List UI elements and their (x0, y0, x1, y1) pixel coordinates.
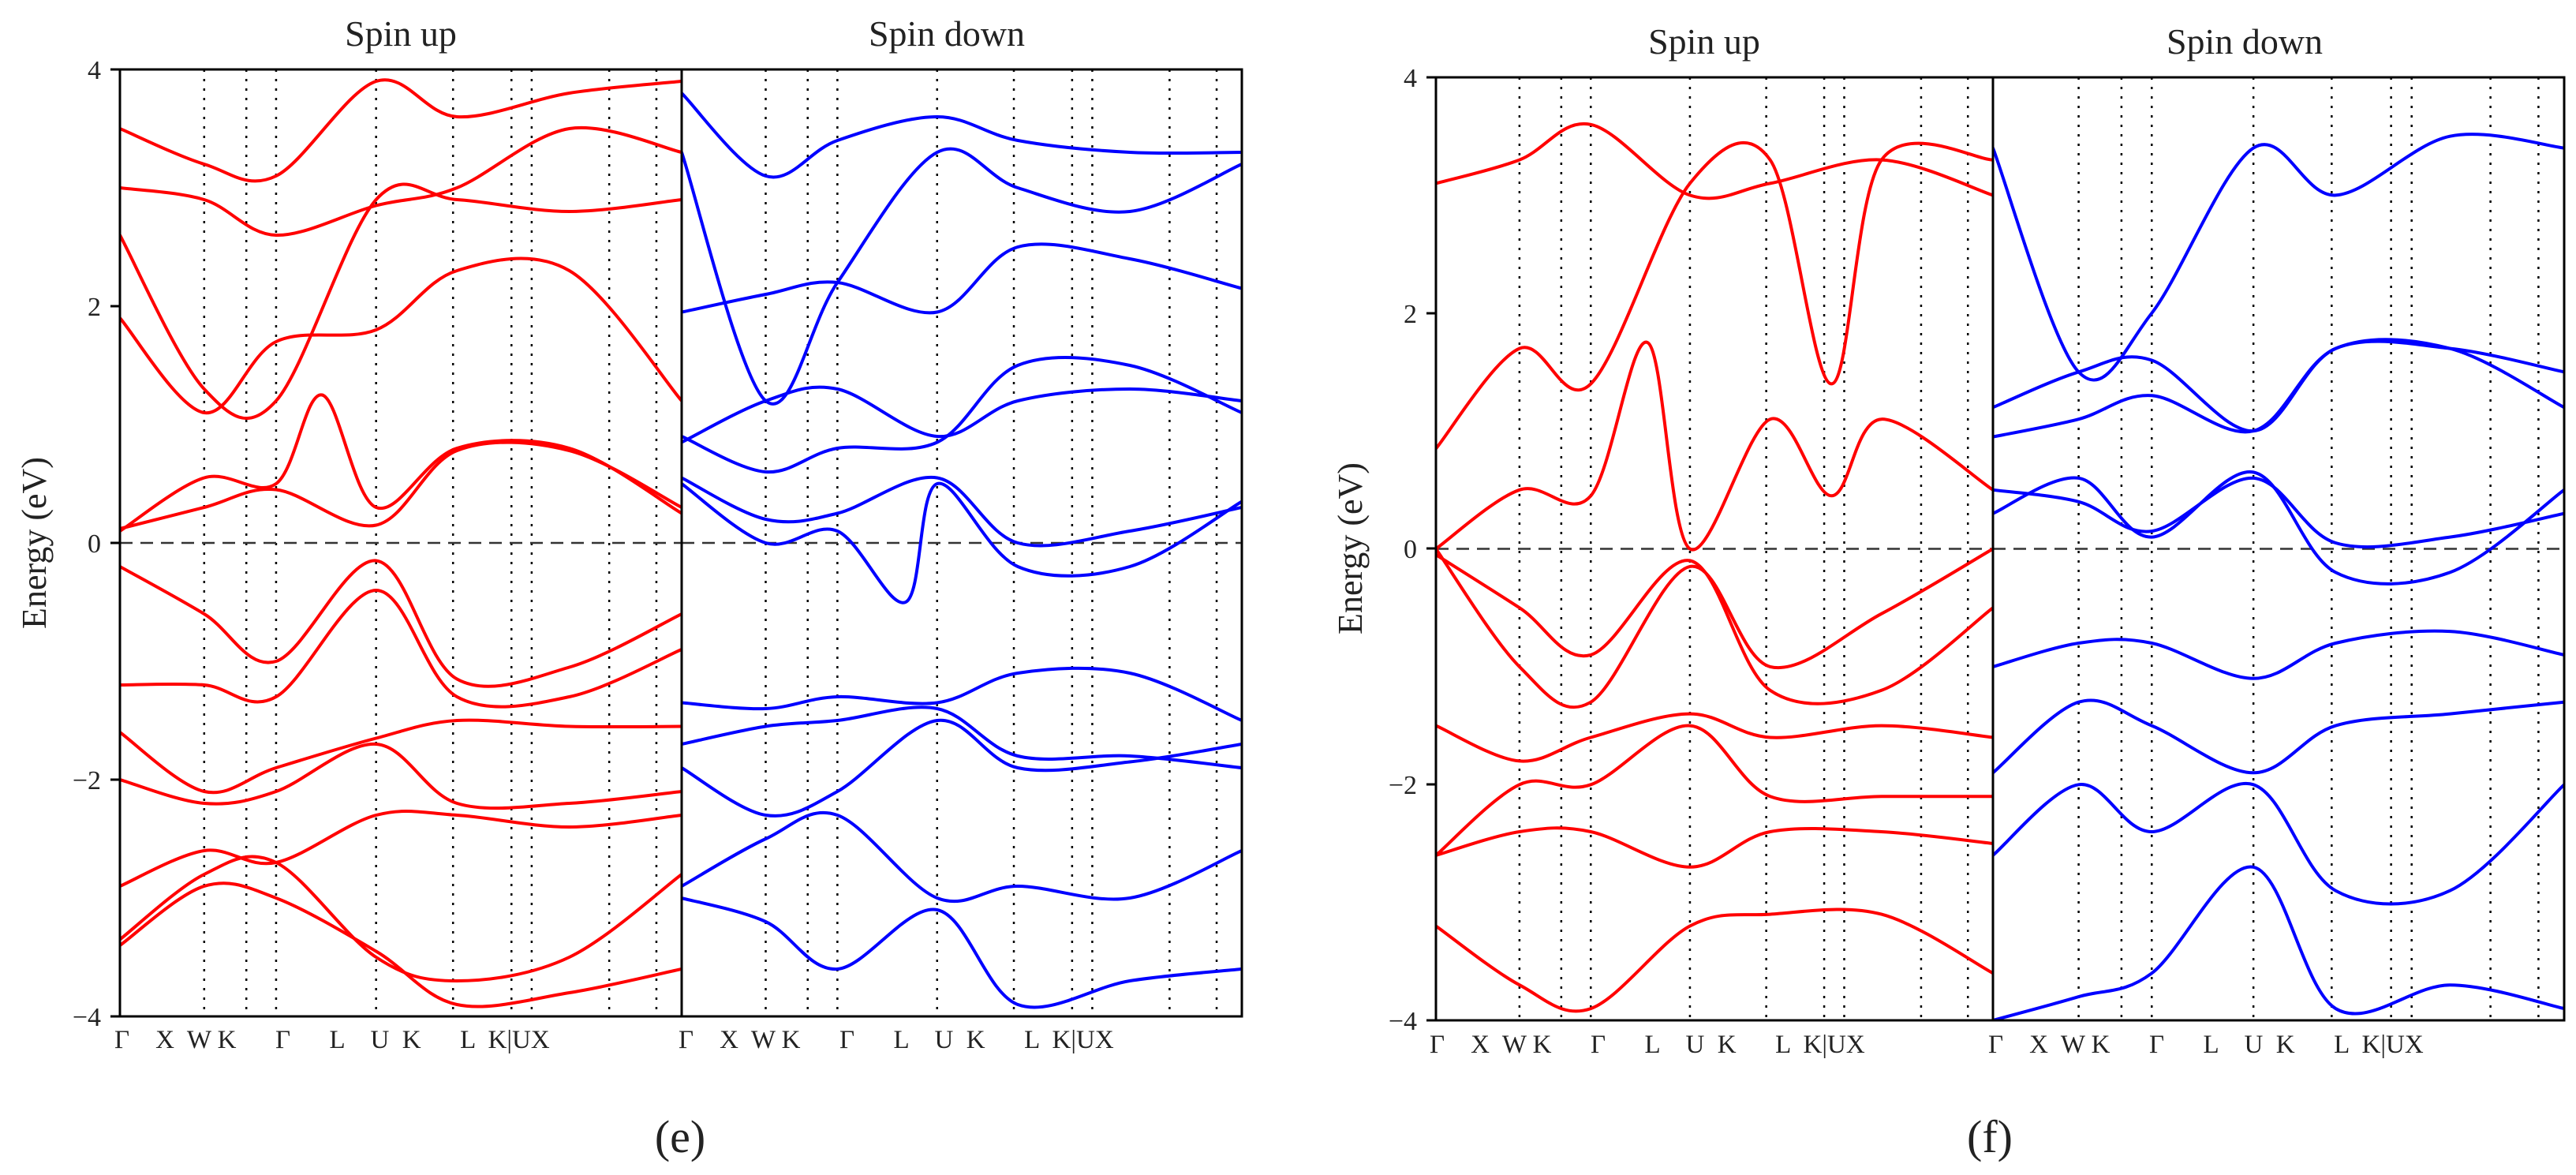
y-tick-label-f-2: 2 (1404, 300, 1417, 329)
y-axis-title-e: Energy (eV) (15, 457, 54, 629)
band-line (682, 475, 1242, 548)
panel-e-spin-down-frame (680, 68, 1243, 1018)
panel-f-spin-up: Spin up Γ X W K Γ L U K L K|UX (1430, 21, 1995, 1059)
band-line (1436, 907, 1993, 1013)
band-line (1993, 865, 2564, 1020)
band-line (120, 78, 682, 183)
figure-f: Spin up Γ X W K Γ L U K L K|UX Spin down… (1331, 21, 2566, 1162)
band-line (120, 809, 682, 888)
y-axis-title-f: Energy (eV) (1331, 462, 1370, 634)
band-line (1436, 826, 1993, 869)
band-line (120, 589, 682, 709)
band-line (682, 242, 1242, 315)
band-line (1436, 724, 1993, 857)
panel-f-spin-down-frame (1991, 76, 2566, 1022)
y-axis-e: 4 2 0 −2 −4 Energy (eV) (15, 56, 120, 1032)
panel-e-spin-up-title: Spin up (345, 13, 457, 54)
y-tick-label-e-m4: −4 (73, 1003, 101, 1032)
panel-f-spin-down-kpoints: Γ X W K Γ L U K L K|UX (1988, 1031, 2424, 1059)
panel-e-spin-up-kpoints: Γ X W K Γ L U K L K|UX (114, 1026, 550, 1054)
band-line (120, 718, 682, 795)
panel-f-spin-down: Spin down Γ X W K Γ L U K L K|UX (1988, 21, 2566, 1059)
y-axis-f: 4 2 0 −2 −4 Energy (eV) (1331, 64, 1436, 1036)
band-line (682, 896, 1242, 1009)
band-line (1993, 339, 2564, 439)
y-tick-label-e-4: 4 (88, 56, 101, 85)
panel-f-spin-down-title: Spin down (2167, 21, 2323, 62)
band-line (682, 92, 1242, 179)
band-line (1993, 470, 2564, 586)
band-line (120, 881, 682, 1008)
band-line (682, 718, 1242, 818)
band-line (120, 256, 682, 415)
band-line (1993, 698, 2564, 775)
y-tick-label-f-m2: −2 (1389, 771, 1417, 800)
band-line (120, 559, 682, 688)
y-tick-label-e-m2: −2 (73, 766, 101, 795)
band-line (1436, 341, 1993, 552)
band-line (120, 742, 682, 810)
band-line (1993, 476, 2564, 549)
figure-label-e: (e) (655, 1111, 705, 1162)
band-line (682, 810, 1242, 904)
panel-e-spin-up: Spin up Γ X W K Γ L U K L K|UX (114, 13, 683, 1054)
figure-e: Spin up Γ X W K Γ L U K L K|UX Spin down… (15, 13, 1243, 1162)
band-line (1436, 140, 1993, 451)
band-line (1436, 122, 1993, 200)
band-line (120, 182, 682, 421)
y-tick-label-e-0: 0 (88, 529, 101, 559)
band-line (120, 393, 682, 533)
band-line (1993, 133, 2564, 382)
y-tick-label-f-m4: −4 (1389, 1007, 1417, 1036)
band-line (120, 125, 682, 238)
band-line (682, 705, 1242, 769)
band-line (682, 481, 1242, 604)
band-line (1436, 712, 1993, 763)
y-tick-label-f-0: 0 (1404, 535, 1417, 564)
band-line (682, 147, 1242, 406)
panel-f-spin-up-title: Spin up (1648, 21, 1760, 62)
band-line (682, 666, 1242, 722)
panel-f-spin-up-kpoints: Γ X W K Γ L U K L K|UX (1430, 1031, 1865, 1059)
figure-label-f: (f) (1967, 1111, 2013, 1162)
band-line (120, 440, 682, 530)
band-line (1436, 553, 1993, 705)
band-line (1993, 629, 2564, 680)
band-line (1993, 781, 2564, 906)
panel-e-spin-down: Spin down Γ X W K Γ L U K L K|UX (679, 13, 1243, 1054)
band-line (120, 855, 682, 982)
y-tick-label-f-4: 4 (1404, 64, 1417, 93)
y-tick-label-e-2: 2 (88, 293, 101, 322)
panel-e-spin-down-kpoints: Γ X W K Γ L U K L K|UX (679, 1026, 1114, 1054)
band-line (1993, 338, 2564, 433)
band-line (1436, 547, 1993, 709)
band-line (682, 385, 1242, 444)
panel-e-spin-down-title: Spin down (869, 13, 1025, 54)
